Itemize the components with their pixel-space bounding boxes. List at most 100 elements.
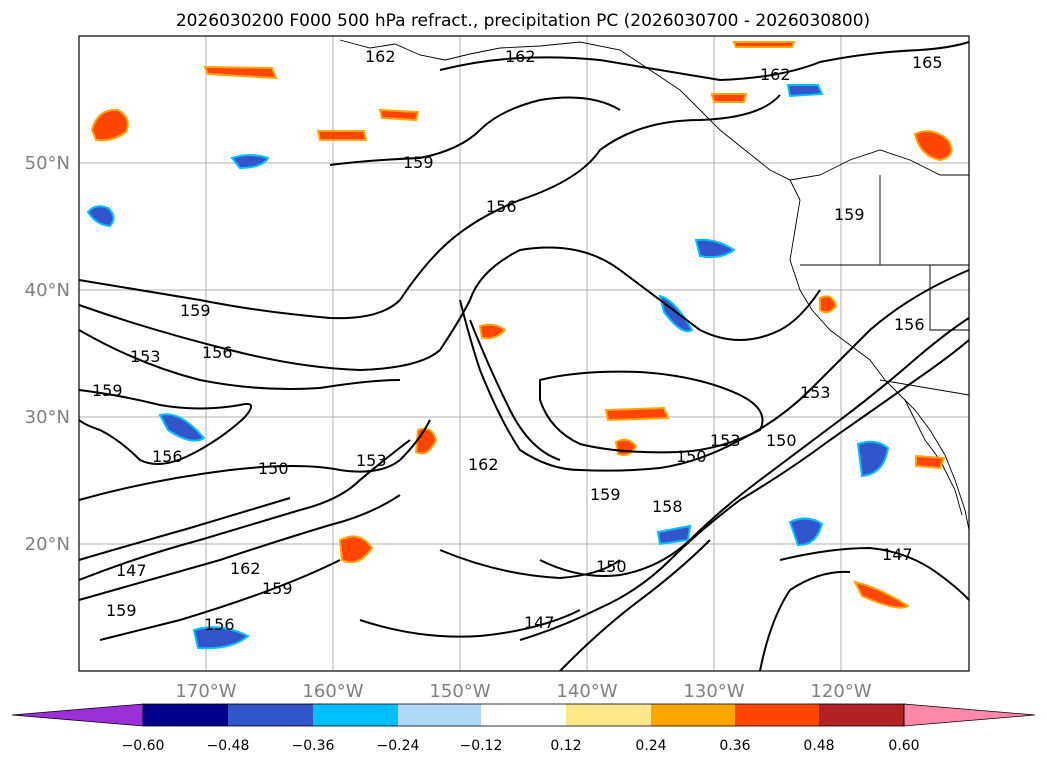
colorbar-bin	[566, 704, 651, 726]
contour-label: 159	[590, 485, 621, 504]
contour-line	[78, 246, 821, 372]
lon-tick-label: 170°W	[175, 681, 236, 702]
contour-label: 156	[152, 447, 183, 466]
contour-line	[519, 339, 970, 641]
contour-lines	[78, 41, 970, 672]
precip-blob	[913, 130, 953, 162]
contour-label: 147	[116, 561, 147, 580]
precip-blob	[158, 413, 206, 442]
colorbar-outline	[142, 703, 905, 727]
lat-tick-label: 40°N	[25, 280, 70, 301]
map-background	[79, 36, 969, 671]
contour-label: 159	[262, 579, 293, 598]
contour-line	[539, 370, 764, 454]
colorbar-bin	[651, 704, 735, 726]
lon-tick-labels: 170°W 160°W 150°W 140°W 130°W 120°W	[175, 681, 871, 702]
contour-label: 159	[403, 153, 434, 172]
contour-label: 162	[760, 65, 791, 84]
contour-line	[78, 419, 431, 501]
lon-tick-label: 130°W	[683, 681, 744, 702]
colorbar-bin	[481, 704, 566, 726]
us-mexico-border	[879, 379, 970, 396]
contour-line	[359, 609, 581, 638]
contour-label: 150	[258, 459, 289, 478]
contour-label: 156	[204, 615, 235, 634]
coastlines	[339, 39, 970, 531]
precip-blob	[732, 41, 796, 48]
contour-line	[99, 559, 341, 641]
contour-label: 156	[202, 343, 233, 362]
lon-tick-label: 160°W	[302, 681, 363, 702]
contour-label: 162	[230, 559, 261, 578]
contour-label: 162	[365, 47, 396, 66]
contour-line	[78, 494, 401, 601]
colorbar-bin	[735, 704, 819, 726]
contour-label: 159	[92, 381, 123, 400]
contour-line	[459, 269, 970, 472]
contour-label: 147	[524, 613, 555, 632]
contour-label: 150	[676, 447, 707, 466]
colorbar-tick-label: 0.36	[719, 738, 750, 754]
colorbar-tick-label: −0.24	[377, 738, 420, 754]
precip-blob	[915, 454, 946, 470]
colorbar-extend-right	[903, 703, 1036, 727]
precip-blob	[203, 65, 278, 80]
contour-line	[78, 329, 401, 390]
precip-blob	[853, 580, 910, 609]
contour-label: 165	[912, 53, 943, 72]
colorbar-bin	[819, 704, 904, 726]
contour-label: 153	[130, 347, 161, 366]
contour-label: 162	[505, 47, 536, 66]
colorbar-bin	[228, 704, 313, 726]
graticule	[79, 36, 969, 671]
colorbar-tick-label: 0.48	[803, 738, 834, 754]
contour-label: 158	[652, 497, 683, 516]
contour-line	[759, 570, 851, 672]
contour-line	[779, 546, 970, 601]
colorbar-tick-label: −0.12	[460, 738, 503, 754]
colorbar-bin	[313, 704, 398, 726]
contour-labels: 162 162 162 165 159 159 156 156 159 153 …	[92, 47, 943, 634]
contour-label: 150	[766, 431, 797, 450]
contour-label: 156	[894, 315, 925, 334]
precip-blob	[230, 154, 270, 170]
contour-line	[78, 497, 291, 561]
map-title: 2026030200 F000 500 hPa refract., precip…	[176, 11, 870, 31]
precip-blob	[656, 524, 692, 546]
precip-blob	[786, 84, 824, 98]
precip-blob	[378, 108, 420, 122]
contour-label: 150	[596, 557, 627, 576]
contour-line	[78, 389, 252, 465]
colorbar-tick-label: 0.12	[550, 738, 581, 754]
lat-tick-labels: 20°N 30°N 40°N 50°N	[25, 153, 70, 555]
precip-blob	[316, 130, 368, 141]
lat-tick-label: 20°N	[25, 534, 70, 555]
colorbar	[11, 703, 1036, 727]
alaska-coast	[339, 39, 801, 261]
contour-line	[559, 539, 711, 672]
contour-line	[78, 94, 781, 320]
colorbar-tick-label: −0.36	[292, 738, 335, 754]
precip-blob	[90, 108, 129, 142]
precip-blob	[192, 626, 250, 650]
precip-blob	[710, 93, 748, 103]
canada-coast	[789, 149, 969, 181]
precip-blobs	[86, 41, 953, 650]
baja-coast	[904, 399, 963, 516]
contour-label: 162	[468, 455, 499, 474]
colorbar-tick-label: 0.24	[635, 738, 666, 754]
contour-label: 153	[356, 451, 387, 470]
contour-label: 159	[106, 601, 137, 620]
precip-blob	[604, 406, 670, 422]
colorbar-extend-left	[11, 703, 144, 727]
contour-line	[539, 317, 970, 577]
contour-label: 159	[834, 205, 865, 224]
lon-tick-label: 150°W	[429, 681, 490, 702]
contour-line	[439, 549, 621, 580]
colorbar-tick-labels: −0.60 −0.48 −0.36 −0.24 −0.12 0.12 0.24 …	[122, 738, 920, 754]
contour-label: 156	[486, 197, 517, 216]
contour-label: 147	[882, 545, 913, 564]
lat-tick-label: 50°N	[25, 153, 70, 174]
precip-blob	[788, 517, 824, 547]
